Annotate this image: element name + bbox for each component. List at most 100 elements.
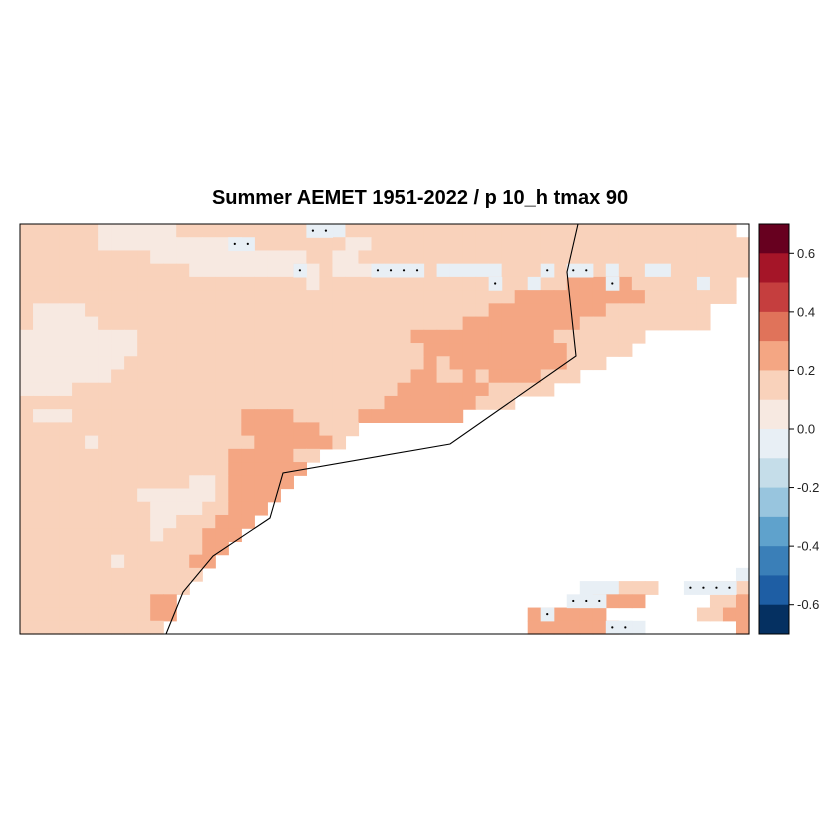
heatmap-cell bbox=[267, 263, 281, 278]
colorbar-bin bbox=[759, 487, 789, 518]
heatmap-cell bbox=[631, 316, 646, 331]
heatmap-cell bbox=[280, 435, 294, 450]
heatmap-cell bbox=[566, 303, 581, 318]
heatmap-cell bbox=[592, 343, 607, 357]
heatmap-cell bbox=[449, 329, 464, 344]
heatmap-cell bbox=[176, 276, 190, 291]
heatmap-cell bbox=[293, 448, 307, 463]
heatmap-cell bbox=[345, 343, 360, 357]
heatmap-cell bbox=[33, 594, 47, 609]
heatmap-cell bbox=[488, 237, 503, 252]
heatmap-cell bbox=[280, 250, 294, 265]
heatmap-cell bbox=[423, 303, 438, 318]
heatmap-cell bbox=[631, 224, 646, 238]
heatmap-cell bbox=[592, 316, 607, 331]
heatmap-cell bbox=[553, 303, 568, 318]
heatmap-cell bbox=[189, 369, 203, 384]
heatmap-cell bbox=[111, 409, 125, 423]
heatmap-cell bbox=[72, 567, 86, 582]
heatmap-cell bbox=[267, 276, 281, 291]
heatmap-cell bbox=[46, 303, 60, 318]
heatmap-cell bbox=[189, 316, 203, 331]
heatmap-cell bbox=[46, 224, 60, 238]
heatmap-cell bbox=[241, 501, 255, 516]
heatmap-cell bbox=[696, 290, 711, 304]
heatmap-cell bbox=[631, 263, 646, 278]
heatmap-cell bbox=[189, 462, 203, 476]
heatmap-cell bbox=[20, 356, 34, 371]
heatmap-cell bbox=[72, 263, 86, 278]
heatmap-cell bbox=[124, 263, 138, 278]
heatmap-cell bbox=[735, 581, 750, 595]
heatmap-cell bbox=[345, 382, 360, 397]
heatmap-cell bbox=[436, 290, 451, 304]
heatmap-cell bbox=[33, 316, 47, 331]
heatmap-cell bbox=[59, 448, 73, 463]
heatmap-cell bbox=[618, 276, 633, 291]
heatmap-cell bbox=[124, 395, 138, 410]
heatmap-cell bbox=[46, 528, 60, 543]
heatmap-cell bbox=[709, 290, 724, 304]
heatmap-cell bbox=[20, 316, 34, 331]
heatmap-cell bbox=[449, 290, 464, 304]
heatmap-cell bbox=[358, 276, 373, 291]
heatmap-cell bbox=[176, 395, 190, 410]
colorbar-tick-label: -0.2 bbox=[797, 480, 819, 495]
heatmap-cell bbox=[228, 224, 242, 238]
heatmap-cell bbox=[254, 237, 268, 252]
significance-dot bbox=[689, 586, 692, 589]
heatmap-cell bbox=[501, 237, 516, 252]
heatmap-cell bbox=[163, 435, 177, 450]
heatmap-cell bbox=[371, 224, 386, 238]
heatmap-cell bbox=[176, 435, 190, 450]
heatmap-cell bbox=[189, 448, 203, 463]
heatmap-cell bbox=[514, 290, 529, 304]
heatmap-cell bbox=[397, 237, 412, 252]
heatmap-cell bbox=[85, 369, 99, 384]
heatmap-cell bbox=[267, 356, 281, 371]
heatmap-cell bbox=[137, 620, 151, 635]
heatmap-cell bbox=[501, 224, 516, 238]
heatmap-cell bbox=[644, 303, 659, 318]
heatmap-cell bbox=[163, 356, 177, 371]
heatmap-cell bbox=[137, 462, 151, 476]
heatmap-cell bbox=[475, 237, 490, 252]
heatmap-cell bbox=[345, 263, 360, 278]
heatmap-cell bbox=[436, 303, 451, 318]
heatmap-cell bbox=[566, 316, 581, 331]
heatmap-cell bbox=[410, 224, 425, 238]
heatmap-cell bbox=[345, 250, 360, 265]
heatmap-cell bbox=[228, 435, 242, 450]
heatmap-cell bbox=[202, 276, 216, 291]
heatmap-cell bbox=[150, 329, 164, 344]
heatmap-cell bbox=[306, 382, 321, 397]
heatmap-cell bbox=[410, 290, 425, 304]
heatmap-cell bbox=[150, 554, 164, 569]
heatmap-cell bbox=[202, 250, 216, 265]
heatmap-cell bbox=[267, 448, 281, 463]
heatmap-cell bbox=[306, 409, 321, 423]
heatmap-cell bbox=[657, 224, 672, 238]
heatmap-cell bbox=[59, 620, 73, 635]
heatmap-cell bbox=[228, 422, 242, 437]
heatmap-cell bbox=[59, 369, 73, 384]
heatmap-cell bbox=[384, 250, 399, 265]
heatmap-cell bbox=[163, 448, 177, 463]
heatmap-cell bbox=[345, 395, 360, 410]
heatmap-cell bbox=[267, 343, 281, 357]
heatmap-cell bbox=[332, 343, 347, 357]
heatmap-cell bbox=[215, 263, 229, 278]
heatmap-cell bbox=[72, 290, 86, 304]
heatmap-cell bbox=[540, 276, 555, 291]
heatmap-cell bbox=[163, 343, 177, 357]
heatmap-cell bbox=[111, 395, 125, 410]
heatmap-cell bbox=[72, 356, 86, 371]
heatmap-cell bbox=[163, 409, 177, 423]
heatmap-cell bbox=[475, 369, 490, 384]
heatmap-cell bbox=[488, 329, 503, 344]
heatmap-cell bbox=[176, 581, 190, 595]
heatmap-cell bbox=[722, 263, 737, 278]
heatmap-cell bbox=[319, 329, 334, 344]
heatmap-cell bbox=[98, 303, 112, 318]
heatmap-cell bbox=[85, 554, 99, 569]
